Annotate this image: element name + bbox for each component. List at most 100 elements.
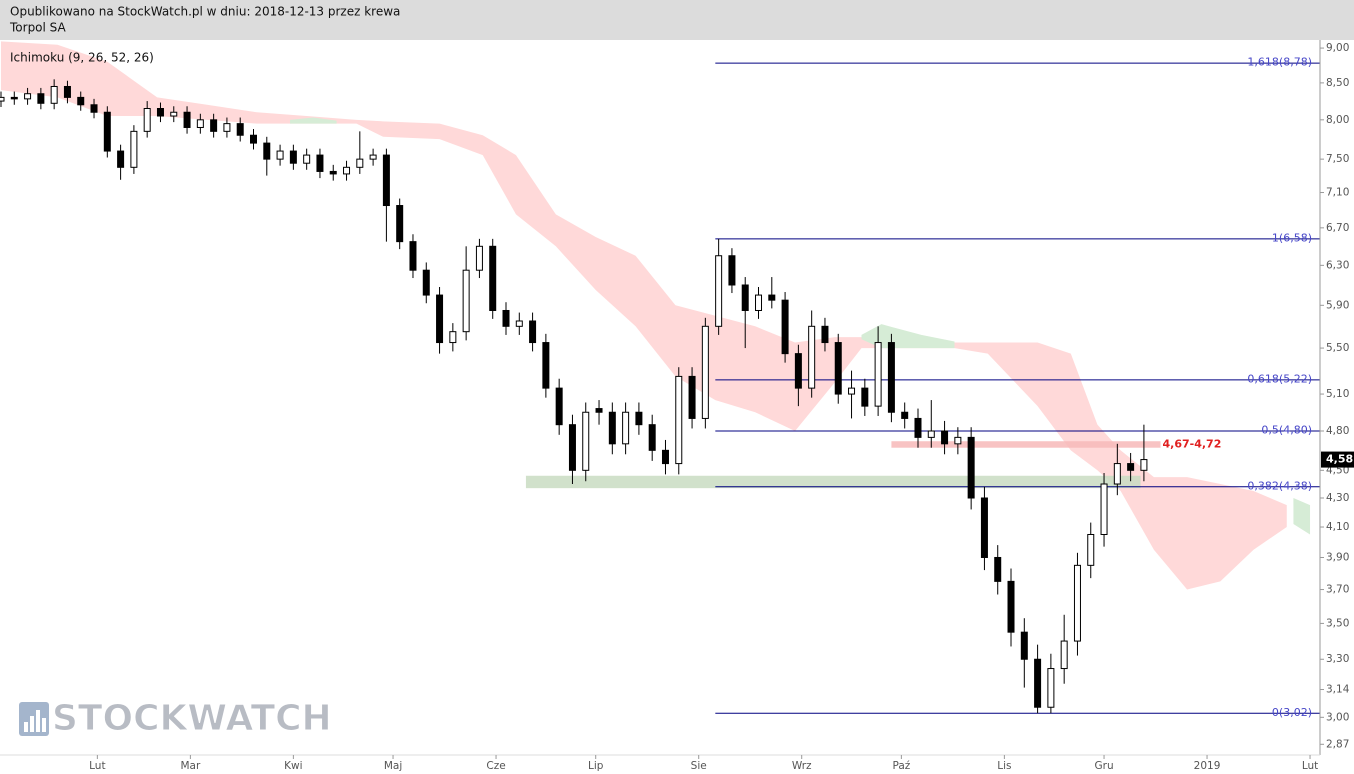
candle-body xyxy=(529,320,537,344)
x-tick-label: Gru xyxy=(1094,760,1113,772)
candle-body xyxy=(808,325,816,389)
ichimoku-cloud xyxy=(861,324,955,349)
candle-body xyxy=(1020,631,1028,660)
candle-body xyxy=(967,436,975,499)
watermark: STOCKWATCH xyxy=(52,698,332,739)
candle-body xyxy=(1140,459,1148,471)
x-tick-label: Lut xyxy=(89,760,105,772)
y-tick-label: 3,00 xyxy=(1326,711,1349,723)
x-tick-label: Paź xyxy=(892,760,910,772)
candle-body xyxy=(715,255,723,327)
candle-body xyxy=(1087,533,1095,566)
x-tick-label: Sie xyxy=(691,760,707,772)
candle-body xyxy=(622,411,630,445)
y-tick-label: 3,90 xyxy=(1326,551,1349,563)
candle-body xyxy=(582,411,590,471)
candle-body xyxy=(887,342,895,413)
candle-body xyxy=(728,255,736,286)
candle-body xyxy=(555,387,563,426)
candle-body xyxy=(130,130,138,168)
candle-body xyxy=(170,111,178,117)
candle-body xyxy=(210,119,218,132)
y-tick-label: 3,14 xyxy=(1326,684,1350,696)
x-tick-label: 2019 xyxy=(1194,760,1221,772)
candle-body xyxy=(37,93,45,104)
candle-body xyxy=(343,166,351,175)
fib-label: 0(3,02) xyxy=(1272,706,1312,719)
candle-body xyxy=(10,96,18,100)
candle-body xyxy=(143,108,151,132)
candle-body xyxy=(1047,668,1055,708)
candle-body xyxy=(0,96,5,102)
last-price-label: 4,58 xyxy=(1326,453,1353,466)
candle-body xyxy=(781,299,789,355)
candle-body xyxy=(409,241,417,271)
candle-body xyxy=(675,375,683,465)
ichimoku-cloud xyxy=(0,41,1287,590)
candle-body xyxy=(1034,658,1042,708)
candle-body xyxy=(1007,580,1015,633)
last-price-box xyxy=(1321,451,1354,468)
x-tick-label: Cze xyxy=(486,760,505,772)
y-tick-label: 4,10 xyxy=(1326,521,1349,533)
x-tick-label: Maj xyxy=(384,760,402,772)
candle-body xyxy=(422,269,430,296)
candle-body xyxy=(794,353,802,389)
y-tick-label: 3,50 xyxy=(1326,617,1349,629)
x-tick-label: Lis xyxy=(997,760,1011,772)
candle-body xyxy=(449,331,457,344)
candle-body xyxy=(980,497,988,558)
y-tick-label: 2,87 xyxy=(1326,738,1349,750)
ichimoku-cloud xyxy=(290,117,337,124)
candle-body xyxy=(103,111,111,152)
plot-area: 4,67-4,72 1,618(8,78) 1(6,58) 0,618(5,22) 0,… xyxy=(0,40,1354,772)
candle-body xyxy=(661,449,669,465)
candle-body xyxy=(741,284,749,311)
candle-body xyxy=(276,150,284,160)
price-zone xyxy=(525,475,1141,489)
candle-body xyxy=(489,245,497,311)
candle-body xyxy=(90,104,98,113)
candle-body xyxy=(1127,463,1135,471)
price-zone xyxy=(891,441,1161,448)
candle-body xyxy=(436,294,444,344)
y-tick-label: 6,70 xyxy=(1326,222,1349,234)
y-tick-label: 7,50 xyxy=(1326,153,1349,165)
candle-body xyxy=(954,436,962,445)
y-tick-label: 8,00 xyxy=(1326,114,1349,126)
zone-label: 4,67-4,72 xyxy=(1163,437,1222,450)
candle-body xyxy=(356,158,364,168)
y-tick-label: 5,50 xyxy=(1326,342,1349,354)
indicator-label: Ichimoku (9, 26, 52, 26) xyxy=(10,51,154,65)
candle-body xyxy=(688,375,696,419)
candle-body xyxy=(223,123,231,132)
candle-body xyxy=(608,411,616,445)
y-tick-label: 3,70 xyxy=(1326,584,1349,596)
y-tick-label: 9,00 xyxy=(1326,42,1349,54)
candle-body xyxy=(63,85,71,98)
candle-body xyxy=(768,294,776,301)
candle-body xyxy=(50,85,58,104)
candle-body xyxy=(156,108,164,117)
candle-body xyxy=(861,387,869,407)
candle-body xyxy=(1073,564,1081,642)
candle-body xyxy=(914,417,922,438)
ichimoku-cloud xyxy=(1293,498,1311,535)
candle-body xyxy=(595,408,603,413)
candle-body xyxy=(24,93,32,100)
candle-body xyxy=(263,142,271,160)
candle-body xyxy=(648,424,656,451)
x-tick-label: Lut xyxy=(1302,760,1318,772)
y-tick-label: 8,50 xyxy=(1326,77,1349,89)
candle-body xyxy=(77,96,85,106)
candle-body xyxy=(994,556,1002,582)
fib-label: 0,382(4,38) xyxy=(1247,479,1312,492)
header-bar xyxy=(0,0,1354,40)
y-tick-label: 5,10 xyxy=(1326,388,1349,400)
candle-body xyxy=(515,320,523,327)
candle-body xyxy=(329,170,337,175)
candle-body xyxy=(289,150,297,164)
watermark-icon xyxy=(19,702,49,736)
candle-body xyxy=(183,111,191,128)
